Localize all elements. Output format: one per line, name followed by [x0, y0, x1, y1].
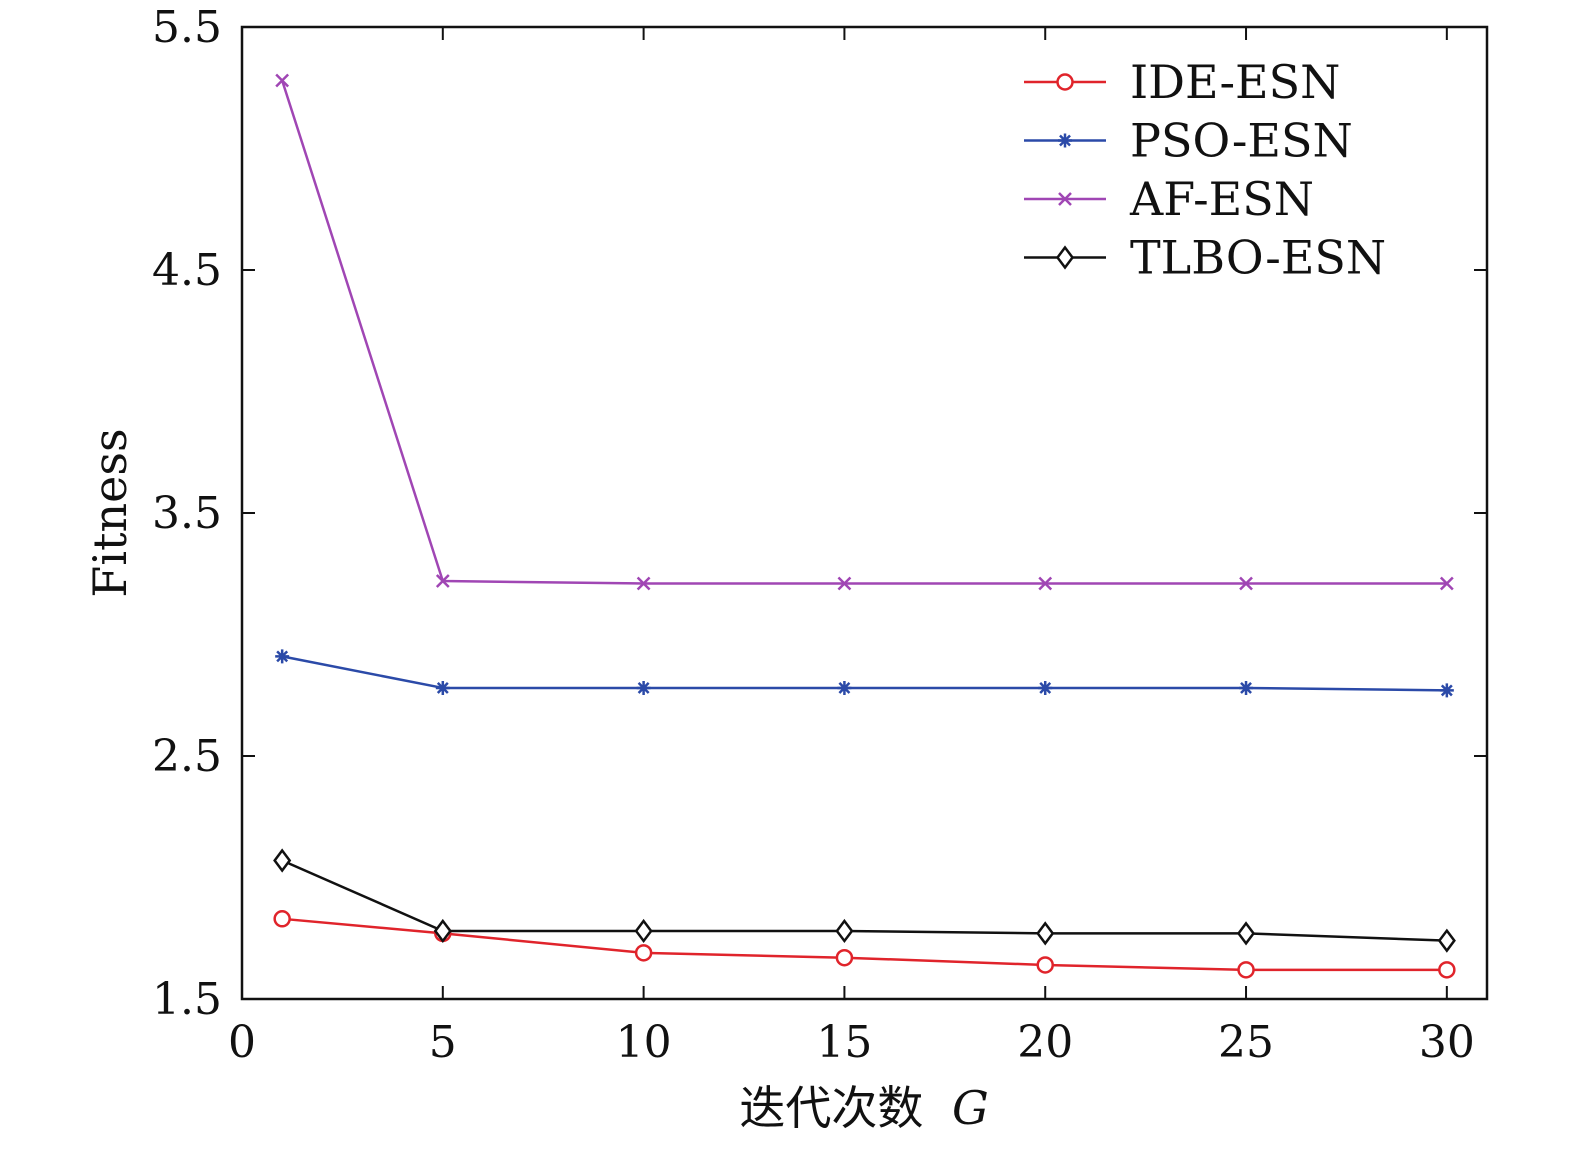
series-group — [273, 73, 1456, 979]
x-tick-label: 25 — [1218, 1017, 1274, 1068]
legend-marker-ide-esn — [1056, 73, 1074, 91]
series-line-tlbo-esn — [281, 859, 1447, 942]
axis-ticks: 0 5 10 15 20 25 30 1.5 2.5 3.5 4.5 5.5 — [152, 2, 1487, 1068]
x-tick-label: 0 — [228, 1017, 256, 1068]
y-tick-label: 4.5 — [152, 245, 222, 296]
x-tick-label: 30 — [1419, 1017, 1475, 1068]
data-point-ide-esn — [835, 948, 854, 967]
series-line-pso-esn — [281, 655, 1447, 692]
legend-label-tlbo-esn: TLBO-ESN — [1130, 231, 1386, 285]
legend-marker-pso-esn — [1058, 133, 1072, 148]
legend-label-af-esn: AF-ESN — [1129, 172, 1314, 226]
y-tick-label: 3.5 — [152, 488, 222, 539]
x-axis-label-variable: G — [952, 1081, 989, 1135]
data-point-pso-esn — [275, 649, 290, 664]
data-point-tlbo-esn — [835, 918, 854, 944]
x-tick-label: 5 — [429, 1017, 457, 1068]
data-point-af-esn — [636, 576, 651, 591]
x-tick-label: 10 — [616, 1017, 672, 1068]
data-point-ide-esn — [634, 944, 653, 962]
legend-marker-tlbo-esn — [1055, 245, 1075, 270]
y-tick-label: 1.5 — [152, 974, 222, 1025]
y-tick-label: 5.5 — [152, 2, 222, 53]
data-point-tlbo-esn — [634, 918, 653, 944]
data-point-af-esn — [1239, 576, 1253, 591]
y-axis-label: Fitness — [83, 428, 137, 597]
data-point-tlbo-esn — [1036, 921, 1055, 946]
data-point-tlbo-esn — [273, 848, 292, 873]
data-point-ide-esn — [1438, 961, 1456, 979]
data-point-pso-esn — [435, 680, 450, 695]
legend-marker-af-esn — [1058, 192, 1072, 206]
data-point-tlbo-esn — [1236, 921, 1256, 946]
data-point-af-esn — [1038, 576, 1053, 591]
data-point-tlbo-esn — [1437, 928, 1456, 953]
x-axis-label: 迭代次数 G — [739, 1081, 988, 1135]
data-point-af-esn — [435, 574, 450, 588]
legend-label-ide-esn: IDE-ESN — [1130, 55, 1340, 109]
data-point-af-esn — [275, 73, 290, 88]
data-point-af-esn — [1439, 576, 1454, 591]
x-axis-label-text: 迭代次数 — [739, 1081, 923, 1135]
data-point-pso-esn — [837, 680, 852, 695]
data-point-pso-esn — [636, 680, 651, 695]
data-point-pso-esn — [1239, 680, 1254, 695]
x-tick-label: 20 — [1017, 1017, 1073, 1068]
data-point-ide-esn — [1237, 961, 1255, 979]
data-point-pso-esn — [1439, 683, 1454, 698]
data-point-tlbo-esn — [433, 918, 452, 944]
data-point-pso-esn — [1038, 680, 1053, 695]
data-point-ide-esn — [273, 910, 291, 928]
series-line-ide-esn — [282, 917, 1447, 972]
y-tick-label: 2.5 — [152, 731, 222, 782]
data-point-af-esn — [837, 576, 852, 591]
legend-label-pso-esn: PSO-ESN — [1130, 114, 1353, 168]
x-tick-label: 15 — [816, 1017, 872, 1068]
data-point-ide-esn — [1036, 956, 1054, 974]
